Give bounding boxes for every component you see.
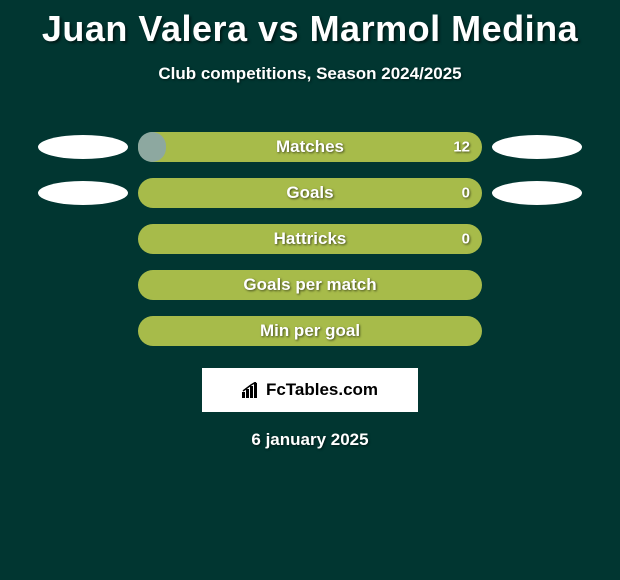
stat-bar: Min per goal bbox=[138, 316, 482, 346]
chart-icon bbox=[242, 382, 262, 398]
logo-box: FcTables.com bbox=[202, 368, 418, 412]
stat-bar: Goals 0 bbox=[138, 178, 482, 208]
stat-label: Min per goal bbox=[260, 321, 360, 341]
date-text: 6 january 2025 bbox=[0, 430, 620, 450]
player-badge-left bbox=[38, 135, 128, 159]
player-badge-right bbox=[492, 181, 582, 205]
stat-label: Matches bbox=[276, 137, 344, 157]
page-title: Juan Valera vs Marmol Medina bbox=[0, 0, 620, 50]
logo-text: FcTables.com bbox=[266, 380, 378, 400]
page-subtitle: Club competitions, Season 2024/2025 bbox=[0, 50, 620, 84]
stat-row: Goals 0 bbox=[0, 170, 620, 216]
stat-value-right: 0 bbox=[462, 185, 470, 202]
stat-row: Hattricks 0 bbox=[0, 216, 620, 262]
stat-label: Goals bbox=[286, 183, 333, 203]
left-badge-slot bbox=[28, 181, 138, 205]
bar-left-fill bbox=[138, 132, 166, 162]
player-badge-left bbox=[38, 181, 128, 205]
stat-bar: Hattricks 0 bbox=[138, 224, 482, 254]
stat-rows: Matches 12 Goals 0 Hattricks 0 Goals per match… bbox=[0, 124, 620, 354]
stat-bar: Matches 12 bbox=[138, 132, 482, 162]
player-badge-right bbox=[492, 135, 582, 159]
right-badge-slot bbox=[482, 135, 592, 159]
stat-row: Goals per match bbox=[0, 262, 620, 308]
stat-label: Hattricks bbox=[274, 229, 347, 249]
stat-row: Matches 12 bbox=[0, 124, 620, 170]
stat-label: Goals per match bbox=[243, 275, 376, 295]
stat-value-right: 12 bbox=[453, 139, 470, 156]
stat-row: Min per goal bbox=[0, 308, 620, 354]
stat-bar: Goals per match bbox=[138, 270, 482, 300]
stat-value-right: 0 bbox=[462, 231, 470, 248]
left-badge-slot bbox=[28, 135, 138, 159]
right-badge-slot bbox=[482, 181, 592, 205]
